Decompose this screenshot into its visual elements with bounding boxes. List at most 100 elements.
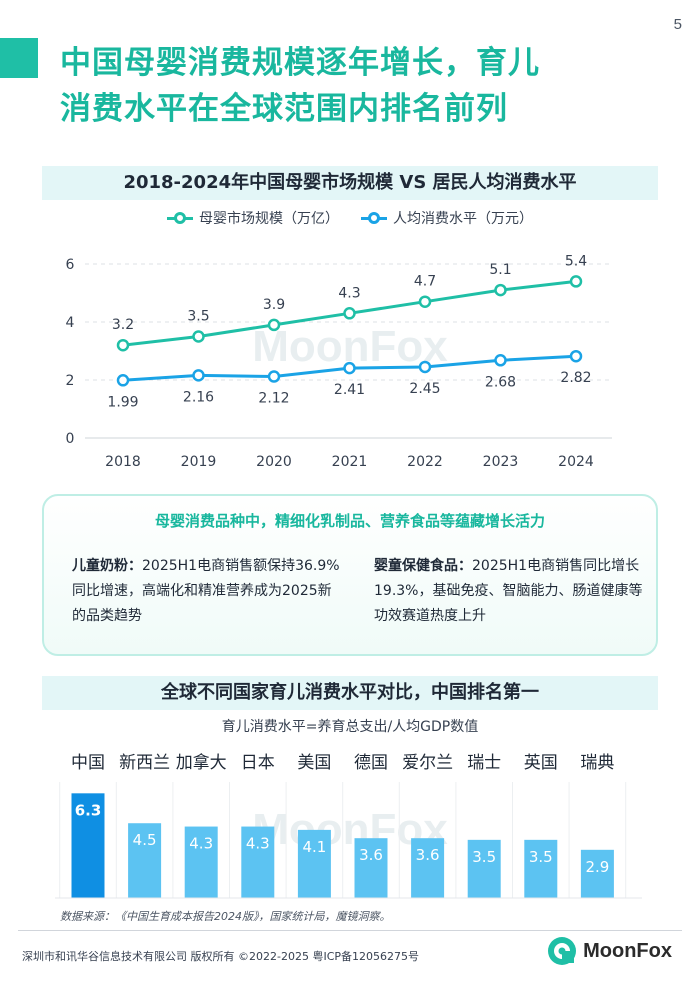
highlight-infant-formula-text: 2025H1电商销售额保持36.9%同比增速，高端化和精准营养成为2025新的品… [72, 558, 340, 624]
per-capita-data-label: 1.99 [107, 394, 138, 410]
x-tick-label: 2024 [558, 454, 594, 470]
market-size-point [192, 330, 205, 343]
per-capita-point [267, 370, 281, 383]
y-tick-label: 0 [66, 431, 75, 447]
bar-value-label-switzerland: 3.5 [472, 848, 496, 866]
bar-value-label-canada: 4.3 [189, 835, 213, 853]
market-size-data-label: 4.7 [414, 274, 436, 290]
bar-value-label-japan: 4.3 [246, 835, 270, 853]
page-title: 中国母婴消费规模逐年增长，育儿 消费水平在全球范围内排名前列 [60, 40, 680, 132]
x-tick-label: 2021 [332, 454, 368, 470]
bar-china [71, 793, 105, 898]
x-tick-label: 2023 [483, 454, 519, 470]
per-capita-data-label: 2.41 [334, 382, 365, 398]
bar-chart-banner: 全球不同国家育儿消费水平对比，中国排名第一 [42, 676, 658, 710]
market-size-point [267, 318, 281, 332]
page-title-line-2: 消费水平在全球范围内排名前列 [60, 91, 508, 127]
bar-chart-subtitle: 育儿消费水平=养育总支出/人均GDP数值 [221, 719, 479, 735]
per-capita-point [192, 369, 205, 382]
per-capita-data-label: 2.68 [485, 374, 516, 390]
brand-logo: MoonFox [547, 936, 672, 966]
category-label-usa: 美国 [297, 753, 331, 773]
brand-name: MoonFox [583, 939, 672, 962]
footer-divider [18, 930, 682, 931]
legend-label-market-size: 母婴市场规模（万亿） [199, 211, 339, 227]
x-tick-label: 2018 [105, 454, 141, 470]
category-label-switzerland: 瑞士 [467, 753, 501, 773]
category-label-japan: 日本 [241, 753, 275, 773]
y-tick-label: 4 [66, 315, 75, 331]
bar-value-label-ireland: 3.6 [416, 846, 440, 864]
source-note: 数据来源：《中国生育成本报告2024版》，国家统计局，魔镜洞察。 [60, 910, 391, 923]
page-title-line-1: 中国母婴消费规模逐年增长，育儿 [60, 45, 540, 81]
x-tick-label: 2020 [256, 454, 292, 470]
highlight-health-food-text: 2025H1电商销售同比增长19.3%，基础免疫、智脑能力、肠道健康等功效赛道热… [374, 558, 643, 624]
highlight-health-food-label: 婴童保健食品： [374, 558, 472, 574]
copyright-text: 深圳市和讯华谷信息技术有限公司 版权所有 ©2022-2025 粤ICP备120… [22, 950, 419, 963]
bar-value-label-usa: 4.1 [302, 838, 326, 856]
market-size-point [343, 307, 356, 320]
x-tick-label: 2019 [181, 454, 217, 470]
moonfox-logo-icon [548, 937, 577, 965]
bar-switzerland [467, 839, 501, 898]
category-label-sweden: 瑞典 [580, 753, 614, 773]
title-accent-bar [0, 38, 38, 78]
per-capita-point [494, 354, 507, 367]
market-size-data-label: 3.5 [187, 309, 209, 325]
per-capita-data-label: 2.82 [560, 370, 591, 386]
per-capita-data-label: 2.16 [183, 389, 214, 405]
bar-canada [184, 826, 218, 898]
line-chart-banner: 2018-2024年中国母婴市场规模 VS 居民人均消费水平 [42, 166, 658, 200]
market-size-point [116, 338, 130, 352]
per-capita-data-label: 2.12 [258, 391, 289, 407]
highlight-box: 母婴消费品种中，精细化乳制品、营养食品等蕴藏增长活力 儿童奶粉：2025H1电商… [42, 494, 658, 656]
legend-item-market-size: 母婴市场规模（万亿） [167, 208, 339, 228]
category-label-new-zealand: 新西兰 [119, 753, 170, 773]
bar-value-label-germany: 3.6 [359, 846, 383, 864]
per-capita-point [569, 349, 583, 363]
highlight-infant-formula-label: 儿童奶粉： [72, 558, 142, 574]
market-size-data-label: 3.9 [263, 297, 285, 313]
legend-swatch-per-capita [361, 211, 387, 225]
bar-sweden [580, 849, 614, 898]
bar-usa [297, 829, 331, 898]
x-tick-label: 2022 [407, 454, 443, 470]
bar-uk [524, 839, 558, 898]
market-size-point [418, 295, 432, 308]
bar-value-label-new-zealand: 4.5 [133, 831, 157, 849]
legend-swatch-market-size [167, 211, 193, 225]
market-size-data-label: 5.4 [565, 253, 587, 269]
highlight-health-food: 婴童保健食品：2025H1电商销售同比增长19.3%，基础免疫、智脑能力、肠道健… [374, 554, 654, 629]
highlight-infant-formula: 儿童奶粉：2025H1电商销售额保持36.9%同比增速，高端化和精准营养成为20… [72, 554, 342, 629]
bar-germany [354, 838, 388, 898]
highlight-heading: 母婴消费品种中，精细化乳制品、营养食品等蕴藏增长活力 [154, 512, 545, 530]
per-capita-data-label: 2.45 [409, 381, 440, 397]
y-tick-label: 6 [66, 257, 75, 273]
category-label-ireland: 爱尔兰 [402, 753, 453, 773]
bar-value-label-uk: 3.5 [529, 848, 553, 866]
market-size-data-label: 5.1 [489, 262, 511, 278]
bar-chart: MoonFox中国6.3新西兰4.5加拿大4.3日本4.3美国4.1德国3.6爱… [55, 752, 642, 899]
per-capita-point [116, 374, 130, 387]
market-size-data-label: 4.3 [338, 285, 360, 301]
bar-value-label-china: 6.3 [75, 801, 102, 819]
bar-value-label-sweden: 2.9 [585, 858, 609, 876]
line-chart-legend: 母婴市场规模（万亿） 人均消费水平（万元） [0, 208, 700, 228]
legend-item-per-capita: 人均消费水平（万元） [361, 208, 533, 228]
market-size-point [494, 283, 507, 297]
y-tick-label: 2 [66, 373, 75, 389]
bar-japan [241, 826, 275, 898]
market-size-point [569, 275, 583, 288]
bar-ireland [411, 838, 445, 898]
category-label-uk: 英国 [524, 753, 558, 773]
per-capita-point [418, 360, 432, 374]
page-number: 5 [673, 16, 682, 33]
category-label-germany: 德国 [354, 753, 388, 773]
market-size-data-label: 3.2 [112, 317, 134, 333]
category-label-china: 中国 [71, 753, 105, 773]
category-label-canada: 加拿大 [176, 752, 227, 773]
legend-label-per-capita: 人均消费水平（万元） [393, 211, 533, 227]
per-capita-point [343, 361, 356, 375]
bar-new-zealand [128, 823, 162, 898]
